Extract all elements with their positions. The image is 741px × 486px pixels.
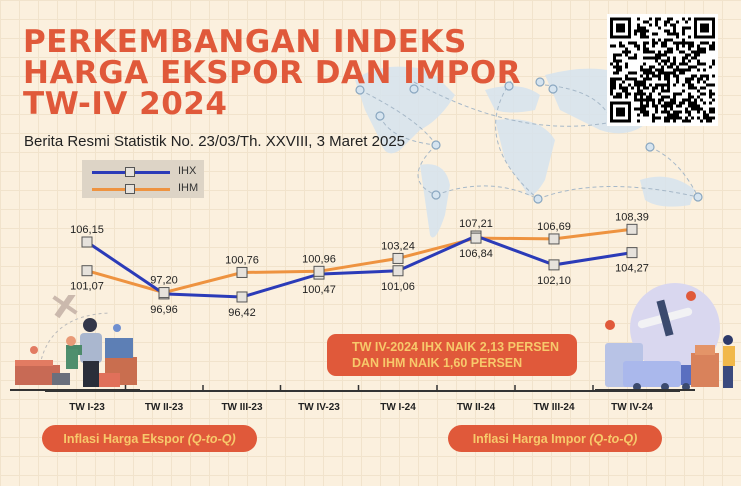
data-label-ihx: 104,27 (615, 263, 649, 275)
data-label-ihx: 96,96 (150, 304, 178, 316)
data-label-ihx: 106,15 (70, 224, 104, 236)
south-america-shape (420, 164, 450, 238)
export-inflation-button[interactable]: Inflasi Harga Ekspor (Q-to-Q) (42, 425, 257, 452)
x-tick-label: TW I-24 (380, 402, 416, 413)
data-point-ihm (158, 287, 170, 299)
data-label-ihm: 106,84 (459, 248, 493, 260)
x-tick-label: TW II-24 (456, 402, 496, 413)
data-point-ihm (548, 233, 560, 245)
airplane-icon (52, 295, 78, 319)
x-tick-label: TW III-23 (221, 402, 263, 413)
x-tick-label: TW III-24 (533, 402, 575, 413)
data-label-ihx: 102,10 (537, 275, 571, 287)
x-tick-label: TW IV-24 (611, 402, 653, 413)
data-point-ihm (236, 266, 248, 278)
data-point-ihm (81, 265, 93, 277)
legend-marker-ihx (125, 167, 135, 177)
x-tick-label: TW IV-23 (298, 402, 340, 413)
africa-shape (495, 119, 555, 196)
legend-label-ihx: IHX (178, 165, 197, 177)
import-inflation-qtoq: (Q-to-Q) (589, 431, 638, 446)
series-line-ihx (86, 234, 633, 299)
legend-item-ihm: IHM (90, 182, 200, 196)
legend-marker-ihm (125, 184, 135, 194)
data-label-ihx: 100,47 (302, 284, 336, 296)
north-america-shape (355, 66, 455, 154)
data-point-ihm (470, 232, 482, 244)
export-inflation-qtoq: (Q-to-Q) (187, 431, 236, 446)
import-delivery-illustration (595, 283, 735, 391)
title-line-1: PERKEMBANGAN INDEKS (23, 24, 467, 60)
data-label-ihm: 100,96 (302, 253, 336, 265)
x-tick-label: TW I-23 (69, 402, 105, 413)
subtitle: Berita Resmi Statistik No. 23/03/Th. XXV… (24, 133, 405, 150)
data-point-ihm (626, 223, 638, 235)
data-point-ihx (548, 259, 560, 271)
data-label-ihm: 108,39 (615, 211, 649, 223)
legend-item-ihx: IHX (90, 165, 200, 179)
airplane-icon (637, 299, 693, 337)
chart-legend: IHX IHM (82, 160, 204, 198)
data-label-ihx: 107,21 (459, 218, 493, 230)
data-label-ihm: 103,24 (381, 240, 415, 252)
data-label-ihx: 101,06 (381, 281, 415, 293)
data-point-ihm (392, 252, 404, 264)
page-title: PERKEMBANGAN INDEKS HARGA EKSPOR DAN IMP… (23, 27, 521, 120)
callout-line-1: TW IV-2024 IHX NAIK 2,13 PERSEN (352, 340, 560, 354)
data-label-ihx: 96,42 (228, 307, 256, 319)
data-label-ihm: 100,76 (225, 254, 259, 266)
title-line-3: TW-IV 2024 (23, 86, 228, 122)
data-label-ihm: 106,69 (537, 221, 571, 233)
data-label-ihm: 97,20 (150, 275, 178, 287)
title-line-2: HARGA EKSPOR DAN IMPOR (23, 55, 522, 91)
series-line-ihm (86, 227, 633, 295)
callout-line-2: DAN IHM NAIK 1,60 PERSEN (352, 356, 523, 370)
legend-label-ihm: IHM (178, 182, 199, 194)
location-pin-icon (605, 320, 615, 330)
data-point-ihm (313, 265, 325, 277)
import-inflation-label: Inflasi Harga Impor (472, 431, 590, 446)
qr-code-icon (607, 14, 718, 126)
x-tick-label: TW II-23 (144, 402, 184, 413)
location-pin-icon (686, 291, 696, 301)
data-label-ihm: 101,07 (70, 281, 104, 293)
data-point-ihx (392, 265, 404, 277)
australia-shape (640, 176, 695, 207)
data-point-ihx (81, 236, 93, 248)
highlight-callout: TW IV-2024 IHX NAIK 2,13 PERSEN DAN IHM … (327, 334, 577, 376)
import-inflation-button[interactable]: Inflasi Harga Impor (Q-to-Q) (448, 425, 662, 452)
europe-shape (485, 86, 540, 113)
export-inflation-label: Inflasi Harga Ekspor (63, 431, 188, 446)
data-point-ihx (626, 247, 638, 259)
data-point-ihx (236, 291, 248, 303)
